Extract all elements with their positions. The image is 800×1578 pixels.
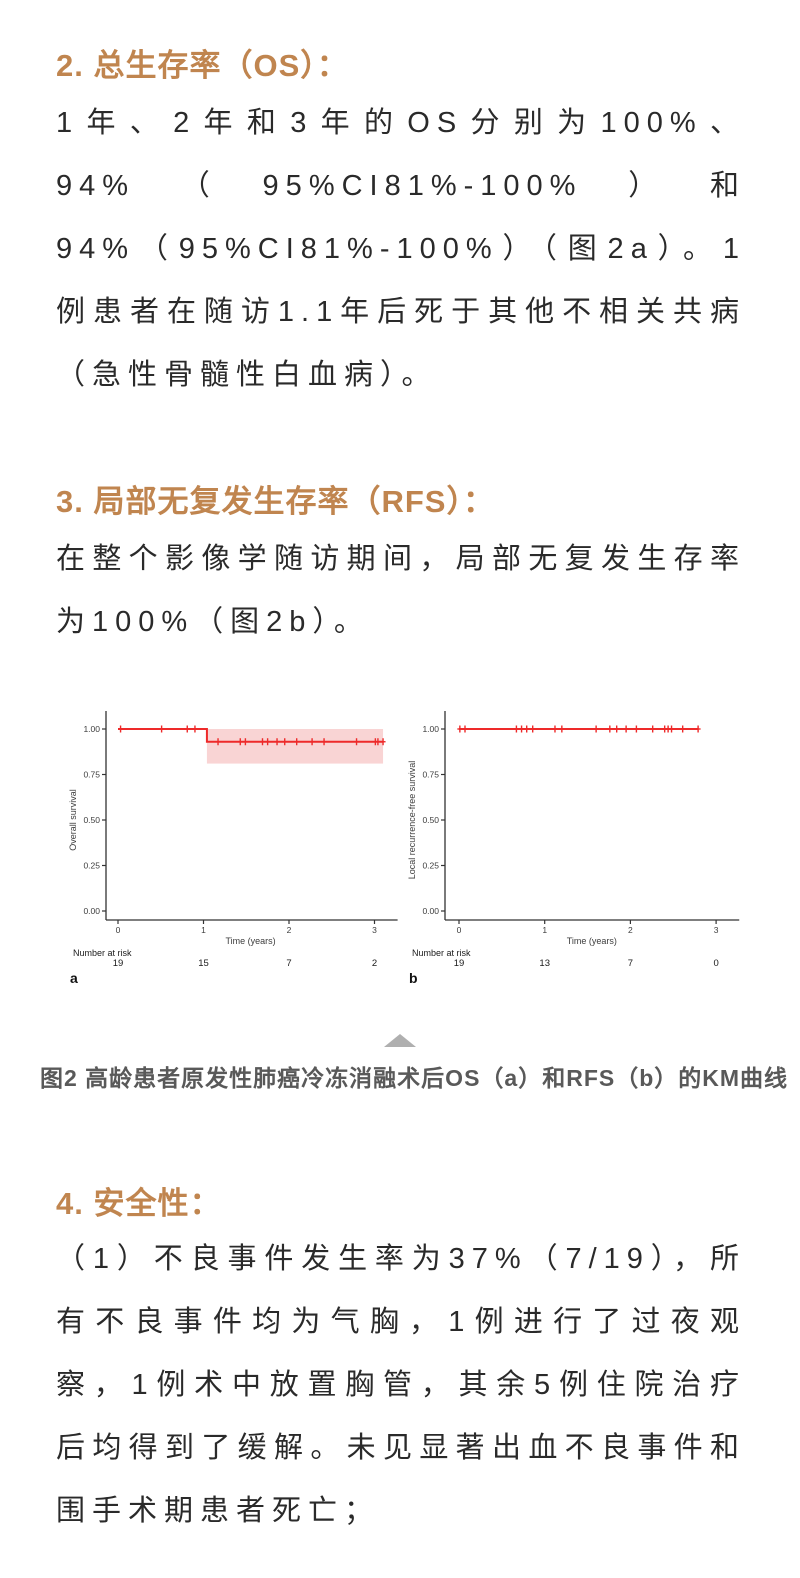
svg-text:7: 7 (628, 958, 633, 969)
svg-text:0.00: 0.00 (83, 906, 100, 916)
section-safety-body: （1）不良事件发生率为37%（7/19），所有不良事件均为气胸，1例进行了过夜观… (56, 1243, 746, 1527)
section-rfs-heading: 3. 局部无复发生存率（RFS）： (56, 484, 495, 519)
svg-text:1: 1 (542, 925, 547, 935)
svg-text:0: 0 (713, 958, 718, 969)
svg-text:0.75: 0.75 (83, 770, 100, 780)
svg-text:Local recurrence-free survival: Local recurrence-free survival (407, 761, 417, 880)
svg-text:b: b (409, 970, 418, 986)
svg-text:0.50: 0.50 (83, 815, 100, 825)
svg-text:7: 7 (286, 958, 291, 969)
section-os-body: 1年、2年和3年的OS分别为100%、94%（95%CI81%-100%）和94… (56, 107, 746, 391)
svg-text:0.25: 0.25 (422, 861, 439, 871)
svg-text:2: 2 (287, 925, 292, 935)
km-chart-local-recurrence-free-survival: 1.00 0.75 0.50 0.25 0.00 0 1 2 3 Time (years) Loca… (407, 711, 740, 986)
svg-text:2: 2 (372, 958, 377, 969)
svg-text:3: 3 (714, 925, 719, 935)
svg-text:2: 2 (628, 925, 633, 935)
section-os-heading: 2. 总生存率（OS）： (56, 48, 349, 83)
svg-text:1.00: 1.00 (422, 724, 439, 734)
svg-text:a: a (70, 970, 78, 986)
svg-text:15: 15 (198, 958, 209, 969)
section-rfs-body: 在整个影像学随访期间，局部无复发生存率为100%（图2b）。 (56, 543, 746, 638)
svg-text:19: 19 (113, 958, 124, 969)
svg-text:Number at risk: Number at risk (73, 948, 132, 958)
svg-text:0: 0 (457, 925, 462, 935)
svg-text:0.00: 0.00 (422, 906, 439, 916)
svg-text:Number at risk: Number at risk (412, 948, 471, 958)
svg-text:Overall survival: Overall survival (68, 789, 78, 851)
svg-text:0.75: 0.75 (422, 770, 439, 780)
svg-text:0: 0 (116, 925, 121, 935)
svg-text:1: 1 (201, 925, 206, 935)
svg-text:3: 3 (372, 925, 377, 935)
svg-text:Time (years): Time (years) (567, 936, 617, 946)
svg-text:Time (years): Time (years) (225, 936, 275, 946)
triangle-up-icon (384, 1034, 416, 1047)
figure-caption: 图2 高龄患者原发性肺癌冷冻消融术后OS（a）和RFS（b）的KM曲线 (40, 1065, 789, 1091)
km-chart-overall-survival: 1.00 0.75 0.50 0.25 0.00 0 1 2 3 Time (years) Over… (68, 711, 398, 986)
svg-text:13: 13 (539, 958, 550, 969)
svg-text:0.25: 0.25 (83, 861, 100, 871)
svg-text:0.50: 0.50 (422, 815, 439, 825)
svg-text:19: 19 (454, 958, 465, 969)
section-safety-heading: 4. 安全性： (56, 1186, 222, 1221)
svg-text:1.00: 1.00 (83, 724, 100, 734)
